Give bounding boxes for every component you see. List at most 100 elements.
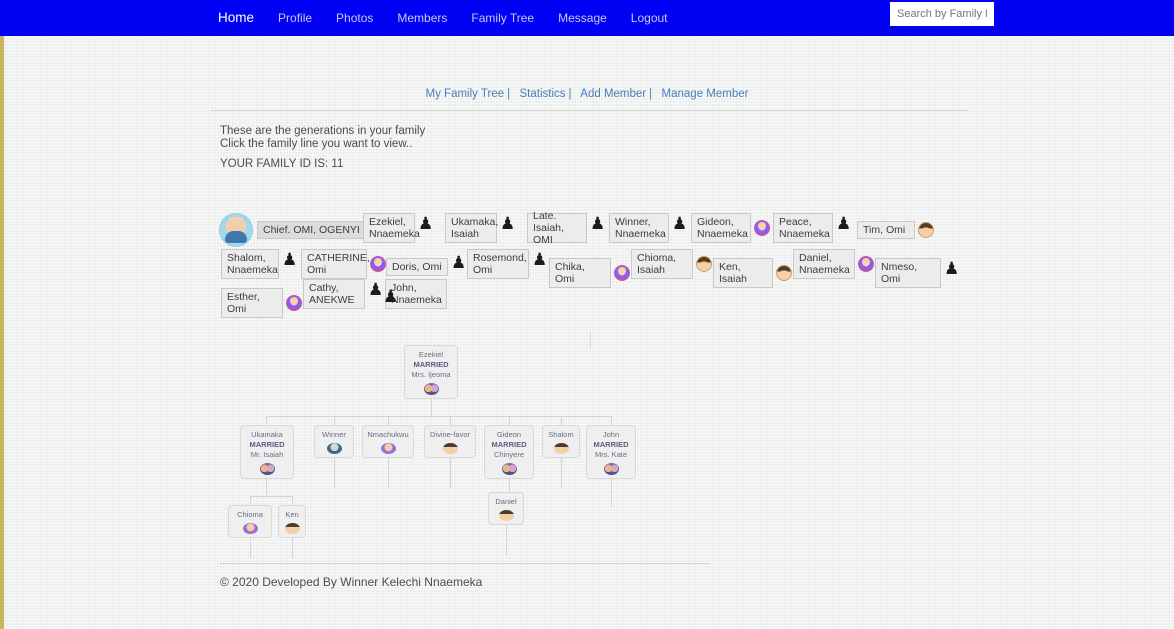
member-chip[interactable]: Tim, Omi [857, 221, 934, 239]
member-name: Chika, Omi [549, 258, 611, 288]
tree-connector [431, 399, 432, 416]
member-chip[interactable]: Ken, Isaiah [713, 258, 792, 288]
member-name: Ukamaka, Isaiah [445, 213, 498, 243]
subnav-manage-member[interactable]: Manage Member [661, 88, 749, 100]
member-chip[interactable]: Winner, Nnaemeka [609, 213, 688, 243]
member-chip[interactable]: CATHERINE, Omi [301, 249, 386, 279]
male-silhouette-avatar [383, 288, 399, 309]
member-chip[interactable]: Chika, Omi [549, 258, 630, 288]
tree-connector [292, 496, 293, 505]
nav-link-logout[interactable]: Logout [630, 11, 668, 25]
tree-node-spouse: Mrs. Ijeoma [411, 370, 451, 379]
tree-node[interactable]: Chioma [228, 505, 272, 538]
member-name: Peace, Nnaemeka [773, 213, 833, 243]
tree-node-name: Ezekiel [418, 350, 444, 359]
member-name: Nmeso, Omi [875, 258, 941, 288]
member-chip[interactable]: Shalom, Nnaemeka [221, 249, 298, 279]
tree-node[interactable]: Daniel [488, 492, 524, 525]
tree-node-name: Shalom [548, 430, 574, 439]
female-avatar [754, 220, 770, 236]
member-name: Gideon, Nnaemeka [691, 213, 751, 243]
member-name: Winner, Nnaemeka [609, 213, 669, 243]
boy-avatar [918, 222, 934, 238]
member-chip[interactable]: John, Nnaemeka [383, 279, 447, 309]
male-silhouette-avatar [672, 215, 688, 236]
tree-connector [450, 416, 451, 425]
nav-link-home[interactable]: Home [218, 10, 255, 25]
member-chip[interactable]: Peace, Nnaemeka [773, 213, 852, 243]
member-chip[interactable]: Nmeso, Omi [875, 258, 960, 288]
tree-node-name: Ken [285, 510, 299, 519]
member-chip[interactable]: Rosemond, Omi [467, 249, 548, 279]
member-chip[interactable]: Chioma, Isaiah [631, 249, 712, 279]
member-name: Doris, Omi [386, 258, 448, 276]
tree-connector [266, 416, 612, 417]
boy-avatar [776, 265, 792, 281]
intro-line-1: These are the generations in your family [220, 125, 426, 137]
member-name: Daniel, Nnaemeka [793, 249, 855, 279]
member-name: Chief. OMI, OGENYI [257, 221, 387, 239]
tree-node[interactable]: Ukamaka MARRIED Mr. Isaiah [240, 425, 294, 479]
tree-connector [450, 458, 451, 488]
member-chip[interactable]: Ukamaka, Isaiah [445, 213, 516, 243]
subnav-add-member[interactable]: Add Member [580, 88, 647, 100]
member-chip[interactable]: Esther, Omi [221, 288, 302, 318]
tree-node-name: Gideon [496, 430, 522, 439]
tree-node-name: Nmachukwu [367, 430, 409, 439]
male-silhouette-avatar [451, 254, 467, 275]
subnav-my-family-tree[interactable]: My Family Tree [425, 88, 505, 100]
tree-node-status: MARRIED [249, 440, 285, 449]
tree-node[interactable]: John MARRIED Mrs. Kate [586, 425, 636, 479]
couple-avatar [501, 463, 517, 475]
member-name: Ken, Isaiah [713, 258, 773, 288]
member-chip[interactable]: Late. Isaiah, OMI [527, 210, 606, 246]
search-input[interactable] [890, 2, 994, 26]
tree-connector [388, 458, 389, 488]
male-silhouette-avatar [944, 260, 960, 281]
tree-node[interactable]: Shalom [542, 425, 580, 458]
member-chip[interactable]: Gideon, Nnaemeka [691, 213, 770, 243]
subnav-separator-2: | [568, 88, 572, 100]
tree-node-name: Chioma [237, 510, 263, 519]
tree-node-name: Winner [322, 430, 346, 439]
secondary-nav: My Family Tree | Statistics | Add Member | … [0, 88, 1174, 100]
tree-node[interactable]: Divine-favor [424, 425, 476, 458]
tree-node[interactable]: Ken [278, 505, 306, 538]
tree-connector [561, 416, 562, 425]
couple-avatar [259, 463, 275, 475]
tree-node[interactable]: Nmachukwu [362, 425, 414, 458]
tree-node[interactable]: Gideon MARRIED Chinyere [484, 425, 534, 479]
nav-link-photos[interactable]: Photos [336, 11, 374, 25]
member-chip[interactable]: Doris, Omi [386, 254, 467, 276]
nav-link-profile[interactable]: Profile [278, 11, 313, 25]
family-id-label: YOUR FAMILY ID IS: 11 [220, 158, 344, 170]
male-silhouette-avatar [368, 281, 384, 302]
member-name: Tim, Omi [857, 221, 915, 239]
member-name: Chioma, Isaiah [631, 249, 693, 279]
subnav-separator-3: | [649, 88, 653, 100]
tree-connector [334, 458, 335, 488]
tree-node[interactable]: Winner [314, 425, 354, 458]
couple-avatar [423, 383, 439, 395]
nav-link-members[interactable]: Members [397, 11, 448, 25]
member-chip[interactable]: Daniel, Nnaemeka [793, 249, 874, 279]
tree-node-name: Daniel [495, 497, 517, 506]
female-avatar [286, 295, 302, 311]
couple-avatar [603, 463, 619, 475]
divider-bottom [220, 563, 710, 564]
nav-link-family-tree[interactable]: Family Tree [471, 11, 535, 25]
member-chip[interactable]: Cathy, ANEKWE [303, 279, 384, 309]
woman-avatar [242, 523, 258, 534]
subnav-statistics[interactable]: Statistics [519, 88, 566, 100]
member-chip[interactable]: Chief. OMI, OGENYI [219, 213, 387, 247]
tree-connector [334, 416, 335, 425]
member-name: Esther, Omi [221, 288, 283, 318]
tree-connector [611, 416, 612, 425]
tree-node[interactable]: Ezekiel MARRIED Mrs. Ijeoma [404, 345, 458, 399]
member-chip[interactable]: Ezekiel, Nnaemeka [363, 213, 434, 243]
male-silhouette-avatar [282, 251, 298, 272]
tree-connector [611, 479, 612, 507]
grey-man-avatar [326, 443, 342, 454]
nav-link-message[interactable]: Message [558, 11, 607, 25]
